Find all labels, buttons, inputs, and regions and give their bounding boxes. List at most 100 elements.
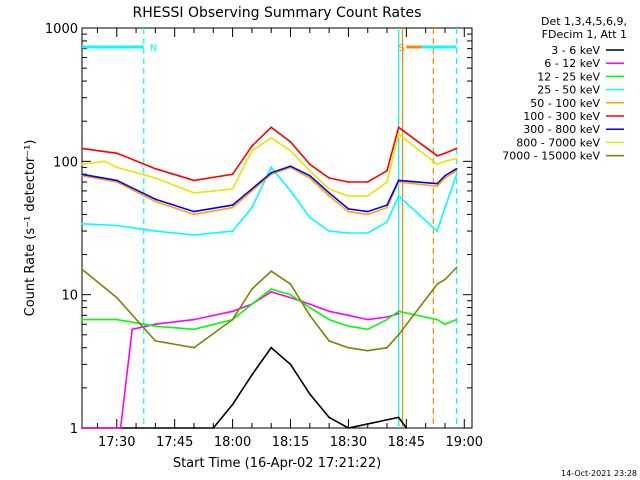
x-axis-label: Start Time (16-Apr-02 17:21:22) [173, 456, 381, 471]
x-tick-label: 18:30 [330, 435, 367, 450]
data-point [231, 206, 234, 209]
data-point [115, 224, 118, 227]
data-point [386, 316, 388, 318]
data-point [328, 310, 331, 313]
data-point [455, 173, 458, 176]
data-point [119, 427, 122, 429]
data-point [444, 174, 446, 177]
data-point [193, 213, 195, 216]
data-point [455, 147, 458, 150]
data-point [289, 149, 292, 152]
data-point [270, 136, 273, 139]
data-point [328, 191, 331, 194]
data-point [328, 177, 331, 179]
data-point [397, 195, 400, 197]
data-point [81, 163, 83, 166]
data-point [436, 185, 439, 188]
data-point [455, 266, 458, 269]
data-point [328, 318, 331, 321]
data-point [397, 312, 400, 315]
data-point [386, 346, 388, 349]
data-point [115, 152, 118, 155]
data-point [81, 173, 83, 176]
data-point [436, 318, 439, 321]
data-point [366, 181, 369, 183]
data-point [405, 427, 408, 429]
data-point [131, 328, 134, 331]
x-tick-label: 18:45 [388, 435, 425, 450]
y-tick-label: 100 [53, 155, 78, 170]
plot-frame [81, 27, 473, 429]
data-point [104, 160, 107, 163]
y-tick-label: 1 [70, 422, 78, 437]
series-line-9 [81, 266, 458, 352]
data-point [328, 230, 331, 232]
data-point [81, 147, 83, 150]
x-tick-label: 17:45 [156, 435, 193, 450]
data-point [193, 234, 195, 236]
data-point [289, 293, 292, 296]
marker-label: S [398, 43, 404, 54]
data-point [115, 318, 118, 321]
data-point [154, 177, 157, 179]
data-point [436, 283, 439, 286]
data-point [347, 195, 350, 197]
data-point [193, 346, 195, 349]
data-point [81, 318, 83, 321]
data-point [397, 179, 400, 182]
chart-title: RHESSI Observing Summary Count Rates [133, 5, 422, 21]
data-point [193, 210, 195, 213]
data-point [81, 427, 83, 429]
data-point [251, 303, 253, 305]
data-point [444, 160, 446, 163]
data-point [231, 173, 234, 176]
legend-label: 6 - 12 keV [544, 57, 600, 70]
data-point [115, 166, 118, 169]
data-point [397, 126, 400, 129]
data-point [444, 152, 446, 155]
legend-label: 100 - 300 keV [523, 110, 600, 123]
data-point [115, 296, 118, 299]
data-point [154, 230, 157, 232]
data-point [289, 140, 292, 143]
data-point [455, 318, 458, 321]
data-point [397, 310, 400, 313]
data-point [366, 195, 369, 197]
data-point [270, 270, 273, 273]
data-point [328, 188, 331, 190]
data-point [154, 325, 157, 328]
series-line-3 [82, 288, 457, 331]
data-point [328, 340, 331, 342]
data-point [231, 230, 234, 232]
data-point [366, 318, 369, 321]
data-point [193, 318, 195, 321]
data-point [436, 182, 439, 185]
data-point [386, 318, 388, 321]
series-line-6 [81, 125, 457, 183]
data-point [444, 206, 446, 209]
data-point [154, 198, 157, 201]
data-point [366, 232, 369, 234]
data-point [270, 346, 273, 349]
data-point [397, 133, 400, 136]
data-point [289, 296, 292, 299]
data-point [154, 167, 157, 170]
data-point [308, 174, 311, 177]
legend-label: 3 - 6 keV [551, 44, 600, 57]
series-line-4 [81, 165, 458, 236]
data-point [289, 363, 292, 366]
data-point [81, 174, 83, 177]
data-point [231, 310, 234, 313]
data-point [270, 171, 273, 174]
data-point [193, 191, 195, 194]
data-point [251, 374, 253, 376]
data-point [154, 340, 157, 342]
data-point [81, 268, 83, 271]
data-point [436, 230, 439, 232]
legend-label: 25 - 50 keV [537, 84, 600, 97]
data-point [397, 333, 400, 336]
x-tick-label: 18:15 [272, 435, 309, 450]
data-point [308, 163, 311, 166]
data-point [251, 149, 253, 152]
data-point [212, 427, 215, 429]
